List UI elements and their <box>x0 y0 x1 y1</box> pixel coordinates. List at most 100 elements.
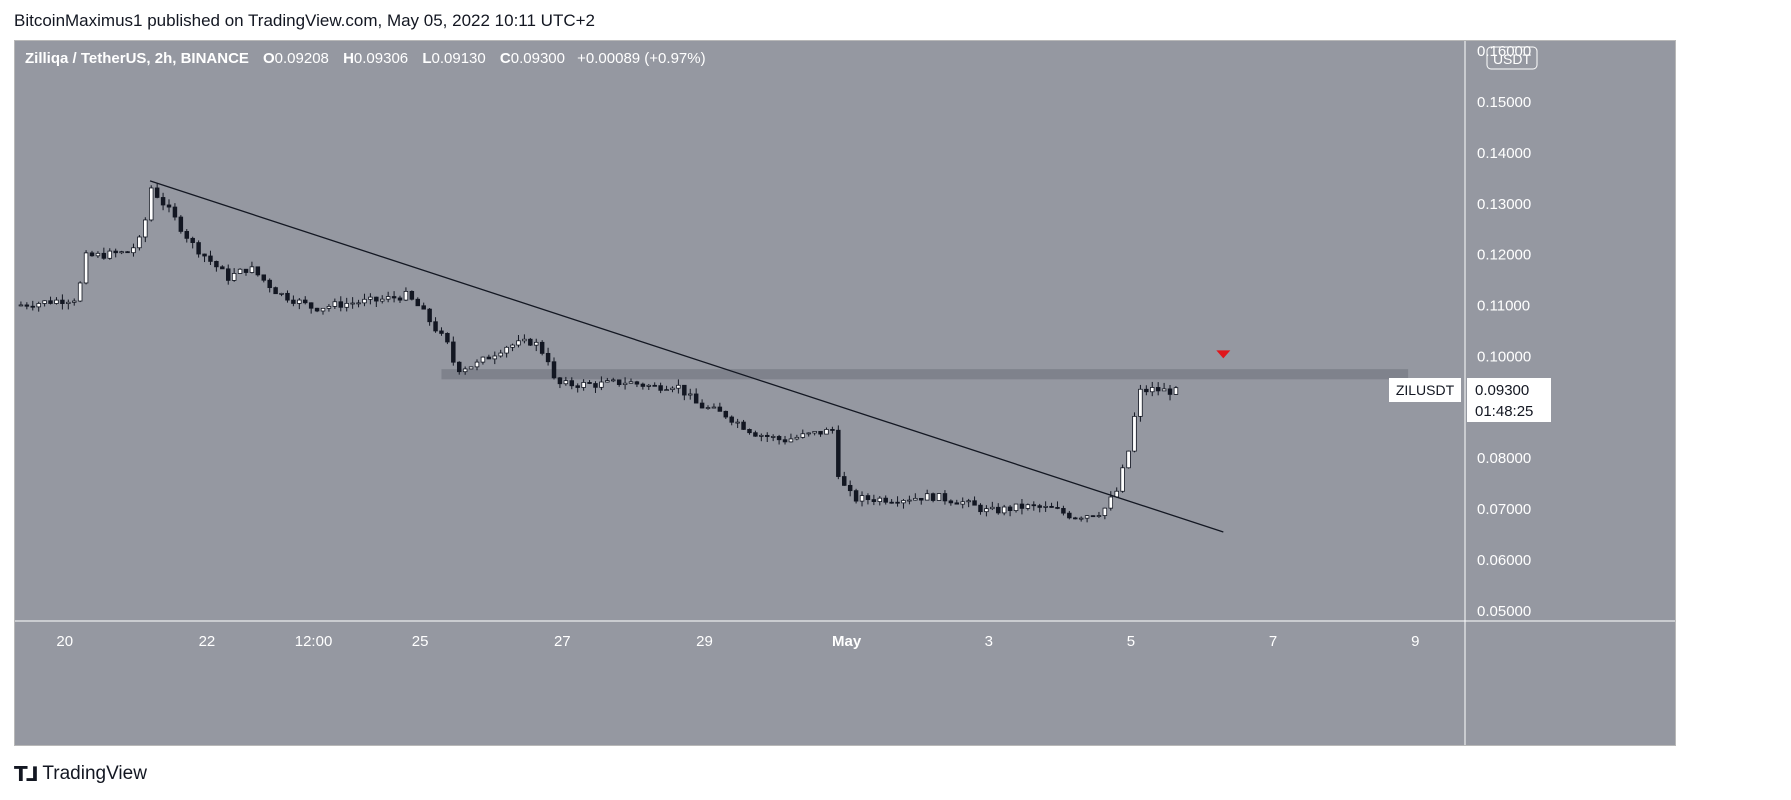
candle[interactable] <box>699 399 705 409</box>
candle[interactable] <box>705 405 711 410</box>
candle[interactable] <box>516 334 521 348</box>
candle[interactable] <box>445 332 450 345</box>
candle[interactable] <box>273 286 278 295</box>
candle[interactable] <box>865 493 871 505</box>
candle[interactable] <box>842 471 847 486</box>
candle[interactable] <box>362 293 367 307</box>
candle[interactable] <box>599 376 604 391</box>
candle[interactable] <box>616 379 622 387</box>
candle[interactable] <box>119 250 124 255</box>
candle[interactable] <box>457 361 462 375</box>
candle[interactable] <box>184 229 190 243</box>
candle[interactable] <box>628 378 634 384</box>
candle[interactable] <box>729 415 734 426</box>
candle[interactable] <box>279 292 284 297</box>
candle[interactable] <box>291 295 296 307</box>
candle[interactable] <box>978 503 983 515</box>
candle[interactable] <box>646 384 652 390</box>
candle[interactable] <box>723 410 729 420</box>
candle[interactable] <box>107 248 113 260</box>
candle[interactable] <box>1102 507 1108 520</box>
candle[interactable] <box>332 298 338 309</box>
candle[interactable] <box>605 377 610 383</box>
candle[interactable] <box>895 496 900 507</box>
candle[interactable] <box>664 385 669 391</box>
candle[interactable] <box>427 308 432 326</box>
candle[interactable] <box>901 498 906 509</box>
candle[interactable] <box>338 296 344 312</box>
candle[interactable] <box>1061 505 1066 516</box>
candle[interactable] <box>1073 516 1078 520</box>
candle[interactable] <box>788 433 794 443</box>
candle[interactable] <box>836 425 841 480</box>
candle[interactable] <box>765 432 770 443</box>
candle[interactable] <box>1126 450 1131 469</box>
candle[interactable] <box>972 496 977 506</box>
candle[interactable] <box>1090 515 1096 518</box>
candle[interactable] <box>924 489 930 501</box>
candle[interactable] <box>1167 385 1173 401</box>
candle[interactable] <box>717 402 723 412</box>
candle[interactable] <box>1055 501 1060 510</box>
candle[interactable] <box>18 301 24 307</box>
candle[interactable] <box>113 248 118 258</box>
candle[interactable] <box>1173 386 1179 395</box>
candle[interactable] <box>711 403 717 409</box>
candle[interactable] <box>190 236 195 249</box>
candle[interactable] <box>782 435 788 445</box>
candle[interactable] <box>593 381 598 393</box>
candle[interactable] <box>510 343 515 352</box>
candle[interactable] <box>303 296 308 305</box>
candle[interactable] <box>261 274 267 283</box>
candle[interactable] <box>1025 503 1031 511</box>
candle[interactable] <box>397 295 403 303</box>
candle[interactable] <box>741 419 746 430</box>
candle[interactable] <box>1108 491 1114 511</box>
candle[interactable] <box>622 377 628 390</box>
candle[interactable] <box>1132 412 1137 453</box>
candle[interactable] <box>439 327 444 336</box>
candle[interactable] <box>89 250 95 257</box>
candle[interactable] <box>611 377 616 383</box>
candle[interactable] <box>670 386 675 393</box>
candle[interactable] <box>812 431 817 436</box>
candle[interactable] <box>504 345 509 358</box>
candle[interactable] <box>421 302 426 310</box>
candle[interactable] <box>539 340 545 356</box>
candle[interactable] <box>178 215 184 234</box>
candle[interactable] <box>871 494 877 506</box>
candle[interactable] <box>658 382 663 394</box>
candle[interactable] <box>36 301 41 312</box>
candle[interactable] <box>1067 510 1072 520</box>
candle[interactable] <box>1078 516 1084 522</box>
candle[interactable] <box>859 491 865 507</box>
candle[interactable] <box>652 382 657 387</box>
candle[interactable] <box>326 304 332 312</box>
candle[interactable] <box>551 357 557 380</box>
candle[interactable] <box>368 293 373 305</box>
candle[interactable] <box>1013 503 1019 513</box>
candle[interactable] <box>1007 505 1013 517</box>
candle[interactable] <box>60 294 65 310</box>
candle[interactable] <box>48 296 53 305</box>
candle[interactable] <box>913 493 918 501</box>
candle[interactable] <box>225 264 231 285</box>
candle[interactable] <box>314 307 320 313</box>
candle[interactable] <box>693 388 699 404</box>
candle[interactable] <box>907 495 912 505</box>
candle[interactable] <box>71 298 77 306</box>
descending-trendline[interactable] <box>149 180 1224 533</box>
candle[interactable] <box>66 299 71 310</box>
candle[interactable] <box>966 498 971 508</box>
candle[interactable] <box>54 297 59 305</box>
candle[interactable] <box>984 505 989 517</box>
candle[interactable] <box>166 199 172 213</box>
candle[interactable] <box>682 384 687 401</box>
candle[interactable] <box>308 302 314 314</box>
candle[interactable] <box>960 497 965 509</box>
candle[interactable] <box>492 351 498 365</box>
candle[interactable] <box>942 490 948 505</box>
candle[interactable] <box>148 185 154 222</box>
candle[interactable] <box>243 268 249 276</box>
candle[interactable] <box>214 260 219 272</box>
